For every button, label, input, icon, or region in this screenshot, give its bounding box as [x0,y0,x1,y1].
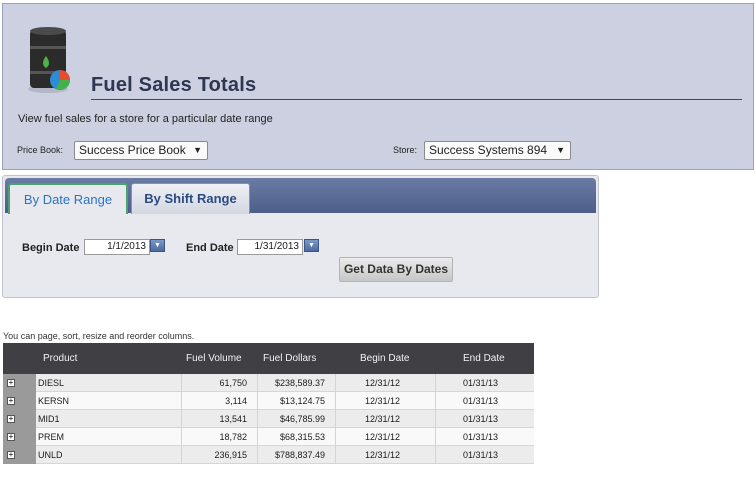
end-date-label: End Date [186,242,234,254]
page-title: Fuel Sales Totals [91,74,257,96]
cell-fuel-volume: 18,782 [219,432,247,442]
price-book-value: Success Price Book [79,143,186,157]
column-divider [435,410,436,428]
cell-end-date: 01/31/13 [463,378,499,388]
cell-fuel-dollars: $13,124.75 [279,396,325,406]
column-divider [257,446,258,464]
table-row[interactable]: + MID1 13,541 $46,785.99 12/31/12 01/31/… [3,410,534,428]
cell-fuel-dollars: $238,589.37 [274,378,325,388]
begin-date-input[interactable]: 1/1/2013 [84,239,150,255]
cell-product: MID1 [38,414,60,424]
expand-icon[interactable]: + [7,396,15,405]
tab-strip: By Date Range By Shift Range [5,178,596,214]
price-book-label: Price Book: [17,145,64,155]
tab-by-date-range[interactable]: By Date Range [8,183,128,214]
expand-icon[interactable]: + [7,414,15,423]
cell-begin-date: 12/31/12 [365,414,401,424]
cell-begin-date: 12/31/12 [365,378,401,388]
cell-end-date: 01/31/13 [463,396,499,406]
price-book-select[interactable]: Success Price Book ▼ [74,141,208,160]
column-header-begin-date[interactable]: Begin Date [360,353,410,364]
cell-product: KERSN [38,396,70,406]
cell-begin-date: 12/31/12 [365,396,401,406]
cell-end-date: 01/31/13 [463,432,499,442]
title-divider [91,99,742,100]
column-header-product[interactable]: Product [43,353,78,364]
column-divider [257,374,258,392]
fuel-sales-grid: Product Fuel Volume Fuel Dollars Begin D… [3,343,534,464]
table-row[interactable]: + DIESL 61,750 $238,589.37 12/31/12 01/3… [3,374,534,392]
column-divider [335,410,336,428]
cell-fuel-volume: 61,750 [219,378,247,388]
table-row[interactable]: + UNLD 236,915 $788,837.49 12/31/12 01/3… [3,446,534,464]
expand-icon[interactable]: + [7,378,15,387]
grid-header: Product Fuel Volume Fuel Dollars Begin D… [3,343,534,374]
column-divider [435,428,436,446]
fuel-barrel-icon [28,27,70,93]
column-divider [435,374,436,392]
row-expander[interactable]: + [3,410,36,428]
column-divider [335,446,336,464]
column-divider [257,428,258,446]
column-header-fuel-dollars[interactable]: Fuel Dollars [263,353,317,364]
calendar-icon[interactable]: ▼ [304,239,319,252]
column-header-end-date[interactable]: End Date [463,353,505,364]
cell-product: UNLD [38,450,63,460]
cell-product: PREM [38,432,65,442]
cell-begin-date: 12/31/12 [365,450,401,460]
page-description: View fuel sales for a store for a partic… [18,113,273,125]
end-date-input[interactable]: 1/31/2013 [237,239,303,255]
store-value: Success Systems 894 [429,143,548,157]
get-data-button[interactable]: Get Data By Dates [339,257,453,282]
chevron-down-icon: ▼ [193,145,202,155]
column-divider [335,428,336,446]
table-row[interactable]: + KERSN 3,114 $13,124.75 12/31/12 01/31/… [3,392,534,410]
calendar-icon[interactable]: ▼ [150,239,165,252]
column-divider [181,392,182,410]
cell-end-date: 01/31/13 [463,414,499,424]
cell-begin-date: 12/31/12 [365,432,401,442]
expand-icon[interactable]: + [7,450,15,459]
column-divider [435,392,436,410]
column-divider [257,410,258,428]
cell-end-date: 01/31/13 [463,450,499,460]
table-row[interactable]: + PREM 18,782 $68,315.53 12/31/12 01/31/… [3,428,534,446]
tab-by-shift-range[interactable]: By Shift Range [131,183,250,214]
cell-fuel-volume: 13,541 [219,414,247,424]
row-expander[interactable]: + [3,446,36,464]
column-divider [257,392,258,410]
column-divider [335,392,336,410]
column-divider [181,446,182,464]
grid-hint: You can page, sort, resize and reorder c… [3,331,195,341]
column-divider [435,446,436,464]
date-range-panel: By Date Range By Shift Range [2,175,599,298]
store-label: Store: [393,145,418,155]
header-panel: Fuel Sales Totals View fuel sales for a … [2,3,754,170]
cell-fuel-volume: 3,114 [225,396,247,406]
cell-fuel-dollars: $68,315.53 [279,432,325,442]
expand-icon[interactable]: + [7,432,15,441]
row-expander[interactable]: + [3,374,36,392]
column-divider [335,374,336,392]
column-divider [181,428,182,446]
row-expander[interactable]: + [3,428,36,446]
cell-fuel-dollars: $788,837.49 [274,450,325,460]
store-select[interactable]: Success Systems 894 ▼ [424,141,571,160]
begin-date-label: Begin Date [22,242,80,254]
cell-fuel-volume: 236,915 [214,450,247,460]
column-divider [181,410,182,428]
chevron-down-icon: ▼ [556,145,565,155]
column-divider [181,374,182,392]
cell-fuel-dollars: $46,785.99 [279,414,325,424]
row-expander[interactable]: + [3,392,36,410]
column-header-fuel-volume[interactable]: Fuel Volume [186,353,242,364]
cell-product: DIESL [38,378,65,388]
